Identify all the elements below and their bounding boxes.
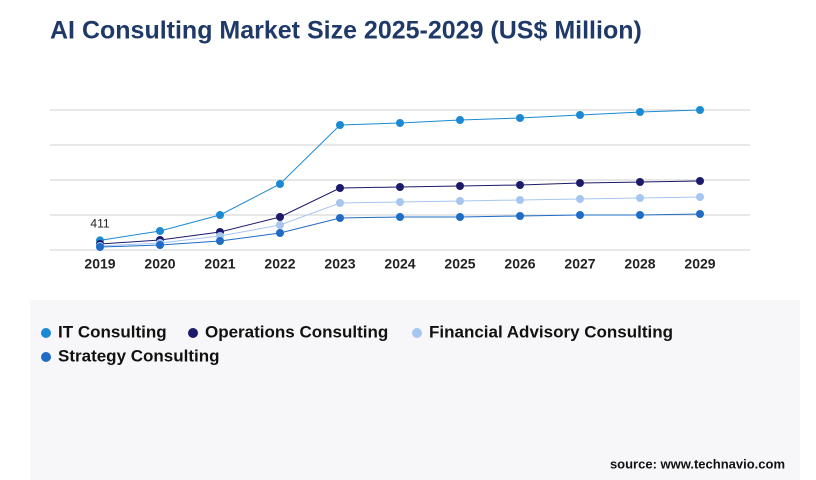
data-point <box>156 227 164 236</box>
legend-label: Financial Advisory Consulting <box>429 322 673 341</box>
chart-title: AI Consulting Market Size 2025-2029 (US$… <box>50 17 642 45</box>
data-point <box>336 184 344 193</box>
data-point <box>396 198 404 207</box>
data-point <box>636 193 644 202</box>
source: source: www.technavio.com <box>610 456 785 471</box>
data-point <box>516 114 524 123</box>
data-point <box>696 106 704 114</box>
x-tick-label: 2028 <box>624 256 655 272</box>
x-tick-label: 2026 <box>504 256 535 272</box>
data-point <box>576 179 584 188</box>
data-point <box>576 194 584 203</box>
legend-label: IT Consulting <box>58 322 167 341</box>
data-label: 411 <box>90 217 109 231</box>
data-point <box>216 211 224 219</box>
legend-marker <box>41 328 51 338</box>
x-tick-label: 2020 <box>144 256 175 272</box>
x-tick-label: 2024 <box>384 256 415 272</box>
data-point <box>696 177 704 186</box>
data-point <box>336 199 344 208</box>
data-point <box>156 241 164 250</box>
data-point <box>276 179 284 188</box>
legend-marker <box>41 352 51 362</box>
data-point <box>456 213 464 222</box>
x-tick-label: 2019 <box>84 256 115 272</box>
x-tick-label: 2029 <box>684 256 715 272</box>
x-tick-label: 2021 <box>204 256 235 272</box>
x-tick-label: 2025 <box>444 256 475 272</box>
legend-marker <box>412 328 422 338</box>
data-point <box>576 211 584 219</box>
data-point <box>636 211 644 219</box>
data-point <box>456 197 464 205</box>
data-point <box>636 178 644 187</box>
data-point <box>456 181 464 190</box>
data-point <box>636 108 644 117</box>
legend-label: Strategy Consulting <box>58 346 220 365</box>
data-point <box>336 121 344 130</box>
data-point <box>396 118 404 127</box>
data-point <box>276 213 284 222</box>
data-point <box>576 110 584 119</box>
x-tick-label: 2022 <box>264 256 295 272</box>
x-tick-label: 2023 <box>324 256 355 272</box>
data-point <box>96 242 104 251</box>
data-point <box>456 116 464 125</box>
data-point <box>276 228 284 237</box>
data-point <box>696 209 704 218</box>
data-point <box>516 195 524 204</box>
data-point <box>696 193 704 202</box>
data-point <box>276 221 284 230</box>
data-point <box>216 236 224 245</box>
legend-marker <box>188 328 198 338</box>
data-point <box>516 212 524 221</box>
legend-label: Operations Consulting <box>205 322 388 341</box>
data-point <box>396 213 404 222</box>
data-point <box>336 214 344 223</box>
data-point <box>516 180 524 189</box>
data-point <box>396 183 404 191</box>
x-tick-label: 2027 <box>564 256 595 272</box>
